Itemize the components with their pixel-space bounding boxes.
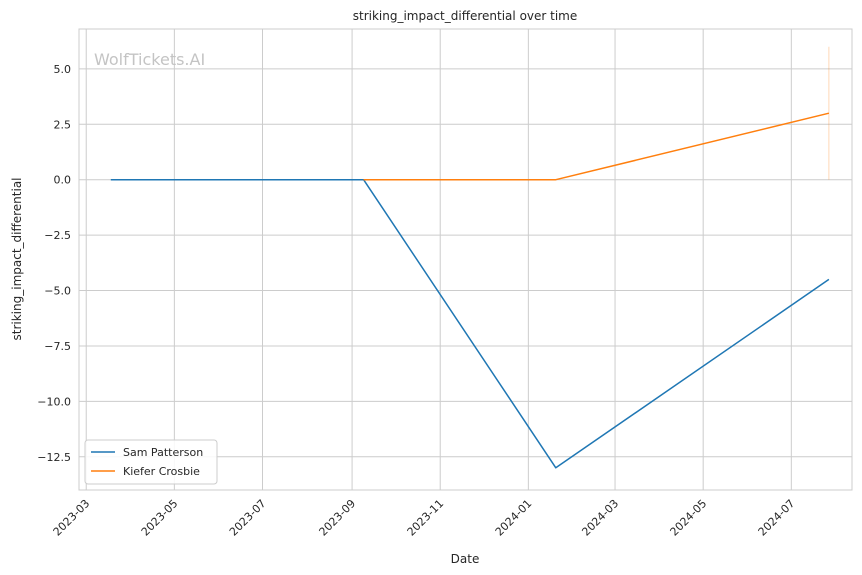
x-axis-title: Date [451,552,480,566]
chart-title: striking_impact_differential over time [353,9,578,23]
series [110,112,830,469]
y-tick-label: −2.5 [44,229,71,242]
legend-label-kiefer-crosbie: Kiefer Crosbie [123,465,200,478]
y-axis-title: striking_impact_differential [10,177,24,340]
y-tick-label: 5.0 [54,63,72,76]
series-line-kiefer-crosbie [363,112,830,181]
y-axis-ticks: 5.0 2.5 0.0 −2.5 −5.0 −7.5 −10.0 −12.5 [37,63,71,464]
y-tick-label: −12.5 [37,451,71,464]
legend-box [84,439,218,485]
y-tick-label: 0.0 [54,174,72,187]
legend-entries: Sam Patterson Kiefer Crosbie [91,446,203,478]
legend: Sam Patterson Kiefer Crosbie [84,439,218,485]
y-tick-label: −5.0 [44,285,71,298]
y-tick-label: 2.5 [54,118,72,131]
y-tick-label: −7.5 [44,340,71,353]
series-line-sam-patterson [110,178,830,469]
plot-frame [78,28,853,491]
watermark: WolfTickets.AI [94,50,205,69]
legend-label-sam-patterson: Sam Patterson [123,446,203,459]
grid [79,29,852,490]
y-tick-label: −10.0 [37,395,71,408]
